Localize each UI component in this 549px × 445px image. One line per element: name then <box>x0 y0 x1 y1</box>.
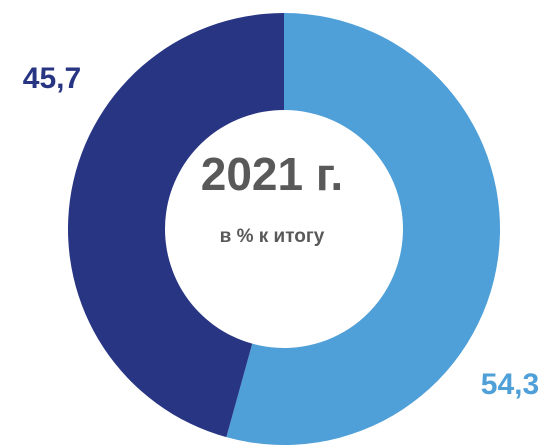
chart-subtitle: в % к итогу <box>220 226 325 247</box>
value-label: 54,3 <box>481 368 539 401</box>
value-label: 45,7 <box>23 62 81 95</box>
donut-slice <box>68 13 284 438</box>
chart-title: 2021 г. <box>201 148 343 200</box>
donut-slice <box>226 13 500 445</box>
